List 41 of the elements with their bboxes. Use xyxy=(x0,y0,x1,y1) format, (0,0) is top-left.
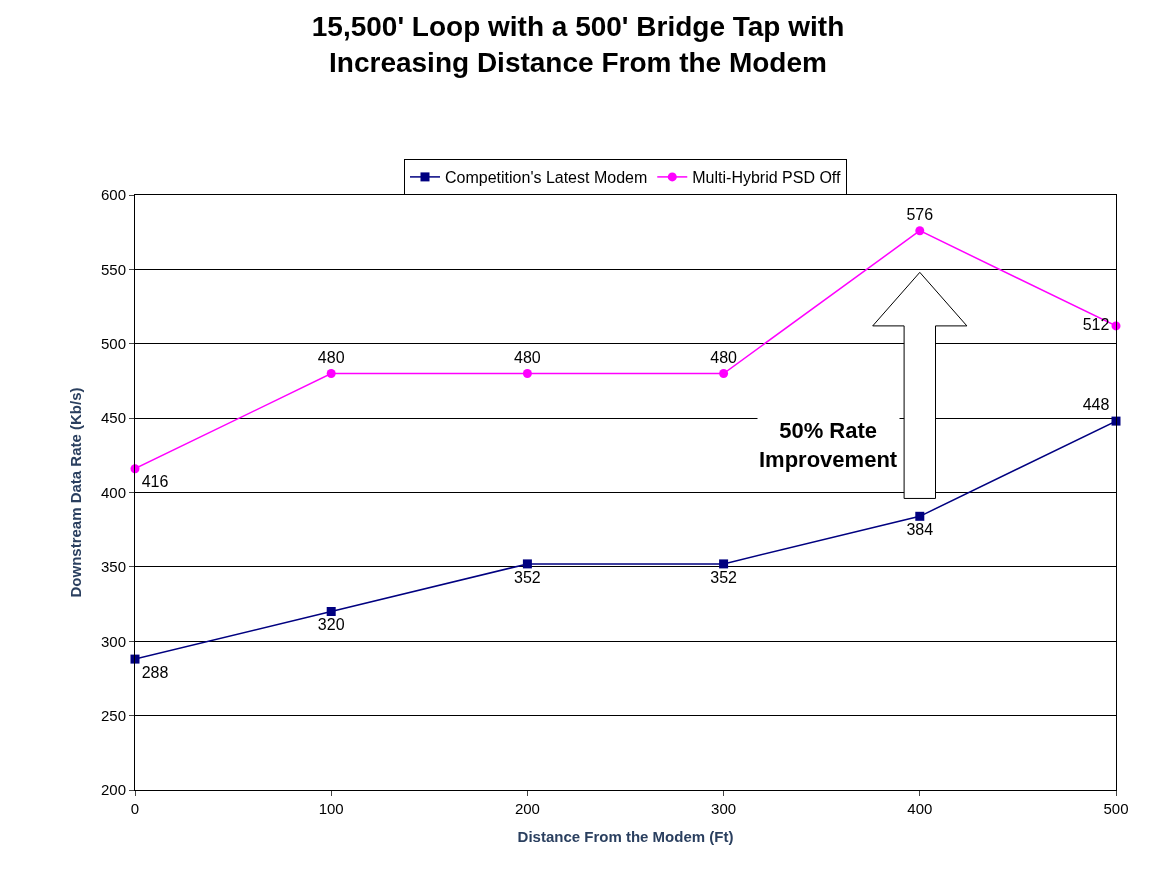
data-label: 416 xyxy=(141,473,169,491)
y-axis-title: Downstream Data Rate (Kb/s) xyxy=(67,387,85,598)
legend-label: Competition's Latest Modem xyxy=(445,169,648,187)
chart-title: 15,500' Loop with a 500' Bridge Tap with Increasing Distance From the Modem xyxy=(311,10,845,79)
point xyxy=(719,369,729,378)
y-tick-label: 450 xyxy=(100,409,126,427)
y-tick-label: 500 xyxy=(100,335,126,352)
y-tick-label: 550 xyxy=(100,260,126,278)
x-tick-label: 500 xyxy=(1103,800,1129,817)
x-axis-title: Distance From the Modem (Ft) xyxy=(517,828,734,845)
point xyxy=(915,511,925,521)
x-tick-label: 0 xyxy=(130,800,140,817)
data-label: 352 xyxy=(514,568,541,586)
data-label: 480 xyxy=(710,348,738,366)
x-tick-label: 400 xyxy=(907,800,933,817)
y-tick-label: 350 xyxy=(100,558,126,576)
legend-label: Multi-Hybrid PSD Off xyxy=(692,169,841,187)
data-label: 288 xyxy=(141,663,169,681)
data-label: 512 xyxy=(1082,315,1110,333)
y-tick-label: 300 xyxy=(100,632,126,650)
point xyxy=(719,559,729,569)
annotation: 50% Rate Improvement xyxy=(759,418,898,472)
data-label: 576 xyxy=(906,206,934,224)
point xyxy=(326,607,336,616)
data-label: 480 xyxy=(317,348,345,366)
y-tick-label: 400 xyxy=(100,483,126,501)
data-label: 448 xyxy=(1082,396,1110,414)
point xyxy=(326,369,336,378)
x-tick-label: 200 xyxy=(514,800,540,817)
y-tick-label: 600 xyxy=(100,186,126,204)
data-label: 320 xyxy=(317,616,345,634)
data-label: 480 xyxy=(514,348,541,366)
x-tick-label: 300 xyxy=(711,800,737,817)
data-label: 384 xyxy=(906,520,934,538)
point xyxy=(915,226,925,236)
point xyxy=(522,369,532,378)
x-tick-label: 100 xyxy=(318,800,344,817)
point xyxy=(522,559,532,569)
y-tick-label: 200 xyxy=(100,781,126,799)
y-tick-label: 250 xyxy=(100,706,126,724)
data-label: 352 xyxy=(710,568,738,586)
